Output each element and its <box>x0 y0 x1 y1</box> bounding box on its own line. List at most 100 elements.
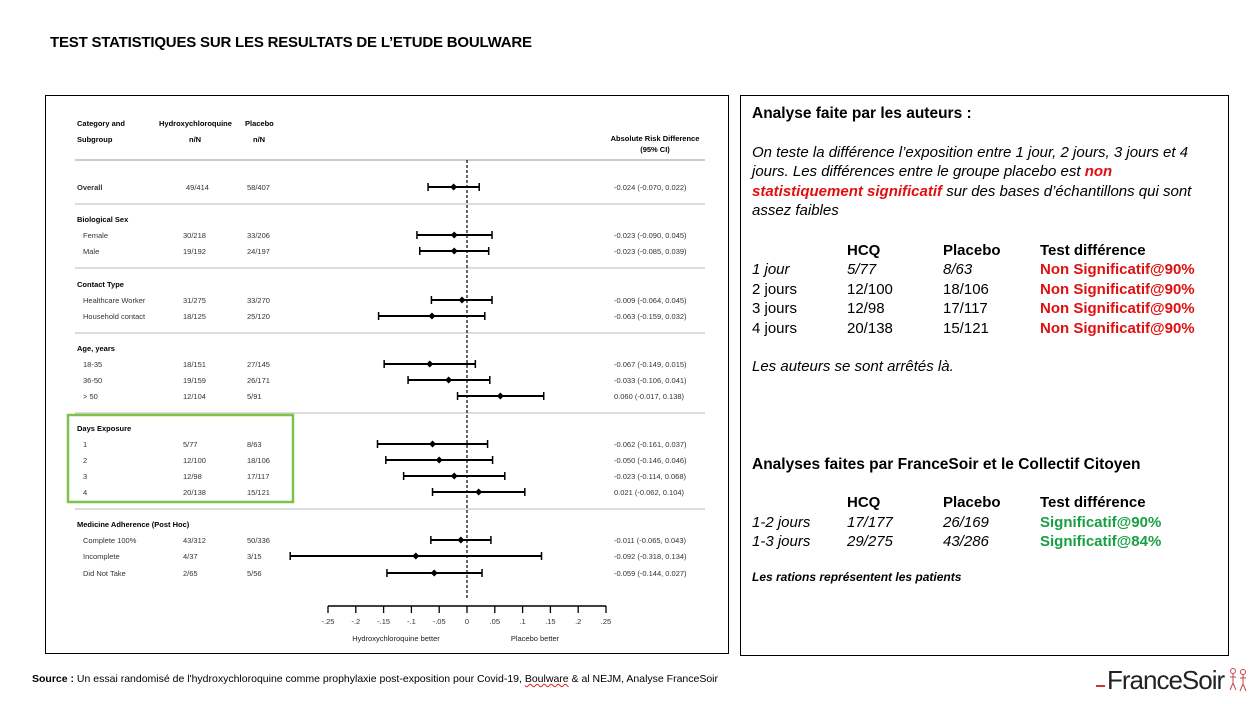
intro-text-a: On teste la différence l’exposition entr… <box>752 143 1189 181</box>
authors-table: HCQ Placebo Test différence 1 jour 5/77 … <box>752 241 1218 339</box>
label-placebo-better: Placebo better <box>511 634 560 643</box>
x-tick-label: -.2 <box>351 617 360 626</box>
authors-heading: Analyse faite par les auteurs : <box>752 105 972 122</box>
header-placebo: Placebo <box>245 119 274 128</box>
forest-plot-panel: Category and Subgroup Hydroxychloroquine n/… <box>45 95 729 654</box>
point-estimate <box>457 536 465 544</box>
row-hcq: 5/77 <box>183 440 198 449</box>
francesoir-heading: Analyses faites par FranceSoir et le Col… <box>752 455 1141 473</box>
row-placebo: 58/407 <box>247 183 270 192</box>
row-label: 2 <box>83 456 87 465</box>
row-hcq: 4/37 <box>183 552 198 561</box>
row-label: Male <box>83 247 99 256</box>
row-hcq: 49/414 <box>186 183 209 192</box>
x-tick-label: .05 <box>490 617 500 626</box>
row-label: Household contact <box>83 312 146 321</box>
table1-row-hcq: 5/77 <box>847 261 877 278</box>
header-ard: Absolute Risk Difference <box>611 134 700 143</box>
point-estimate <box>412 552 420 560</box>
table2-header-hcq: HCQ <box>847 494 881 511</box>
header-placebo-nn: n/N <box>253 135 265 144</box>
group-header: Medicine Adherence (Post Hoc) <box>77 520 190 529</box>
table1-row-test: Non Significatif@90% <box>1040 319 1195 337</box>
row-placebo: 26/171 <box>247 376 270 385</box>
x-tick-label: -.25 <box>322 617 335 626</box>
source-line: Source : Un essai randomisé de l'hydroxy… <box>32 673 718 685</box>
header-ard-ci: (95% CI) <box>640 145 670 154</box>
row-ci: -0.024 (-0.070, 0.022) <box>614 183 687 192</box>
logo-text: FranceSoir <box>1107 665 1225 695</box>
intro-text-b: sur des bases d’échantillons qui sont as… <box>752 182 1192 220</box>
table1-row-placebo: 15/121 <box>943 319 989 337</box>
row-hcq: 31/275 <box>183 296 206 305</box>
row-ci: 0.021 (-0.062, 0.104) <box>614 488 685 497</box>
row-label: 3 <box>83 472 87 481</box>
header-hcq-nn: n/N <box>189 135 201 144</box>
logo-figures-icon <box>1229 668 1247 692</box>
row-placebo: 17/117 <box>247 472 269 481</box>
x-tick-label: 0 <box>465 617 469 626</box>
row-hcq: 18/125 <box>183 312 206 321</box>
row-hcq: 19/192 <box>183 247 206 256</box>
table1-row-hcq: 12/98 <box>847 300 885 317</box>
point-estimate <box>429 440 437 448</box>
row-hcq: 19/159 <box>183 376 206 385</box>
point-estimate <box>426 360 434 368</box>
source-label: Source : <box>32 673 75 685</box>
point-estimate <box>450 472 458 480</box>
point-estimate <box>428 312 436 320</box>
table1-row-hcq: 20/138 <box>847 319 893 337</box>
row-ci: -0.023 (-0.090, 0.045) <box>614 231 687 240</box>
row-ci: -0.033 (-0.106, 0.041) <box>614 376 687 385</box>
row-ci: -0.023 (-0.114, 0.068) <box>614 472 686 481</box>
row-placebo: 24/197 <box>247 247 270 256</box>
table2-row-hcq: 29/275 <box>847 533 893 550</box>
logo-underscore <box>1096 685 1105 687</box>
days-exposure-highlight <box>66 413 295 504</box>
authors-stop-text: Les auteurs se sont arrêtés là. <box>752 358 954 375</box>
group-header: Biological Sex <box>77 215 129 224</box>
x-tick-label: -.05 <box>433 617 446 626</box>
row-label: 4 <box>83 488 87 497</box>
page-title: TEST STATISTIQUES SUR LES RESULTATS DE L… <box>50 34 532 51</box>
table2-header-test: Test différence <box>1040 494 1146 511</box>
row-placebo: 3/15 <box>247 552 262 561</box>
row-placebo: 8/63 <box>247 440 262 449</box>
row-ci: 0.060 (-0.017, 0.138) <box>614 392 685 401</box>
row-ci: -0.059 (-0.144, 0.027) <box>614 569 687 578</box>
point-estimate <box>496 392 504 400</box>
row-placebo: 27/145 <box>247 360 270 369</box>
row-ci: -0.009 (-0.064, 0.045) <box>614 296 687 305</box>
row-ci: -0.050 (-0.146, 0.046) <box>614 456 687 465</box>
row-label: Female <box>83 231 108 240</box>
row-placebo: 5/56 <box>247 569 262 578</box>
authors-intro: On teste la différence l’exposition entr… <box>752 143 1218 221</box>
row-hcq: 18/151 <box>183 360 206 369</box>
point-estimate <box>450 183 458 191</box>
row-ci: -0.011 (-0.065, 0.043) <box>614 536 686 545</box>
intro-red-text: non statistiquement significatif <box>752 163 1113 200</box>
table2-row-test: Significatif@84% <box>1040 533 1162 550</box>
table1-row-hcq: 12/100 <box>847 280 893 298</box>
table1-header-empty <box>752 241 847 261</box>
table2-header-placebo: Placebo <box>943 494 1001 511</box>
source-author: Boulware <box>524 673 569 685</box>
ratios-note: Les rations représentent les patients <box>752 569 962 584</box>
x-tick-label: .25 <box>601 617 611 626</box>
x-tick-label: .2 <box>575 617 581 626</box>
point-estimate <box>475 488 483 496</box>
table1-row-label: 3 jours <box>752 300 798 317</box>
row-label: 36-50 <box>83 376 102 385</box>
point-estimate <box>445 376 453 384</box>
row-placebo: 15/121 <box>247 488 270 497</box>
row-label: Did Not Take <box>83 569 126 578</box>
point-estimate <box>430 569 438 577</box>
row-hcq: 30/218 <box>183 231 206 240</box>
table1-row-placebo: 8/63 <box>943 261 973 278</box>
row-label: Healthcare Worker <box>83 296 146 305</box>
x-tick-label: -.15 <box>377 617 390 626</box>
table1-row-test: Non Significatif@90% <box>1040 261 1195 278</box>
group-header: Age, years <box>77 344 115 353</box>
row-ci: -0.023 (-0.085, 0.039) <box>614 247 687 256</box>
table2-row-label: 1-3 jours <box>752 533 811 550</box>
